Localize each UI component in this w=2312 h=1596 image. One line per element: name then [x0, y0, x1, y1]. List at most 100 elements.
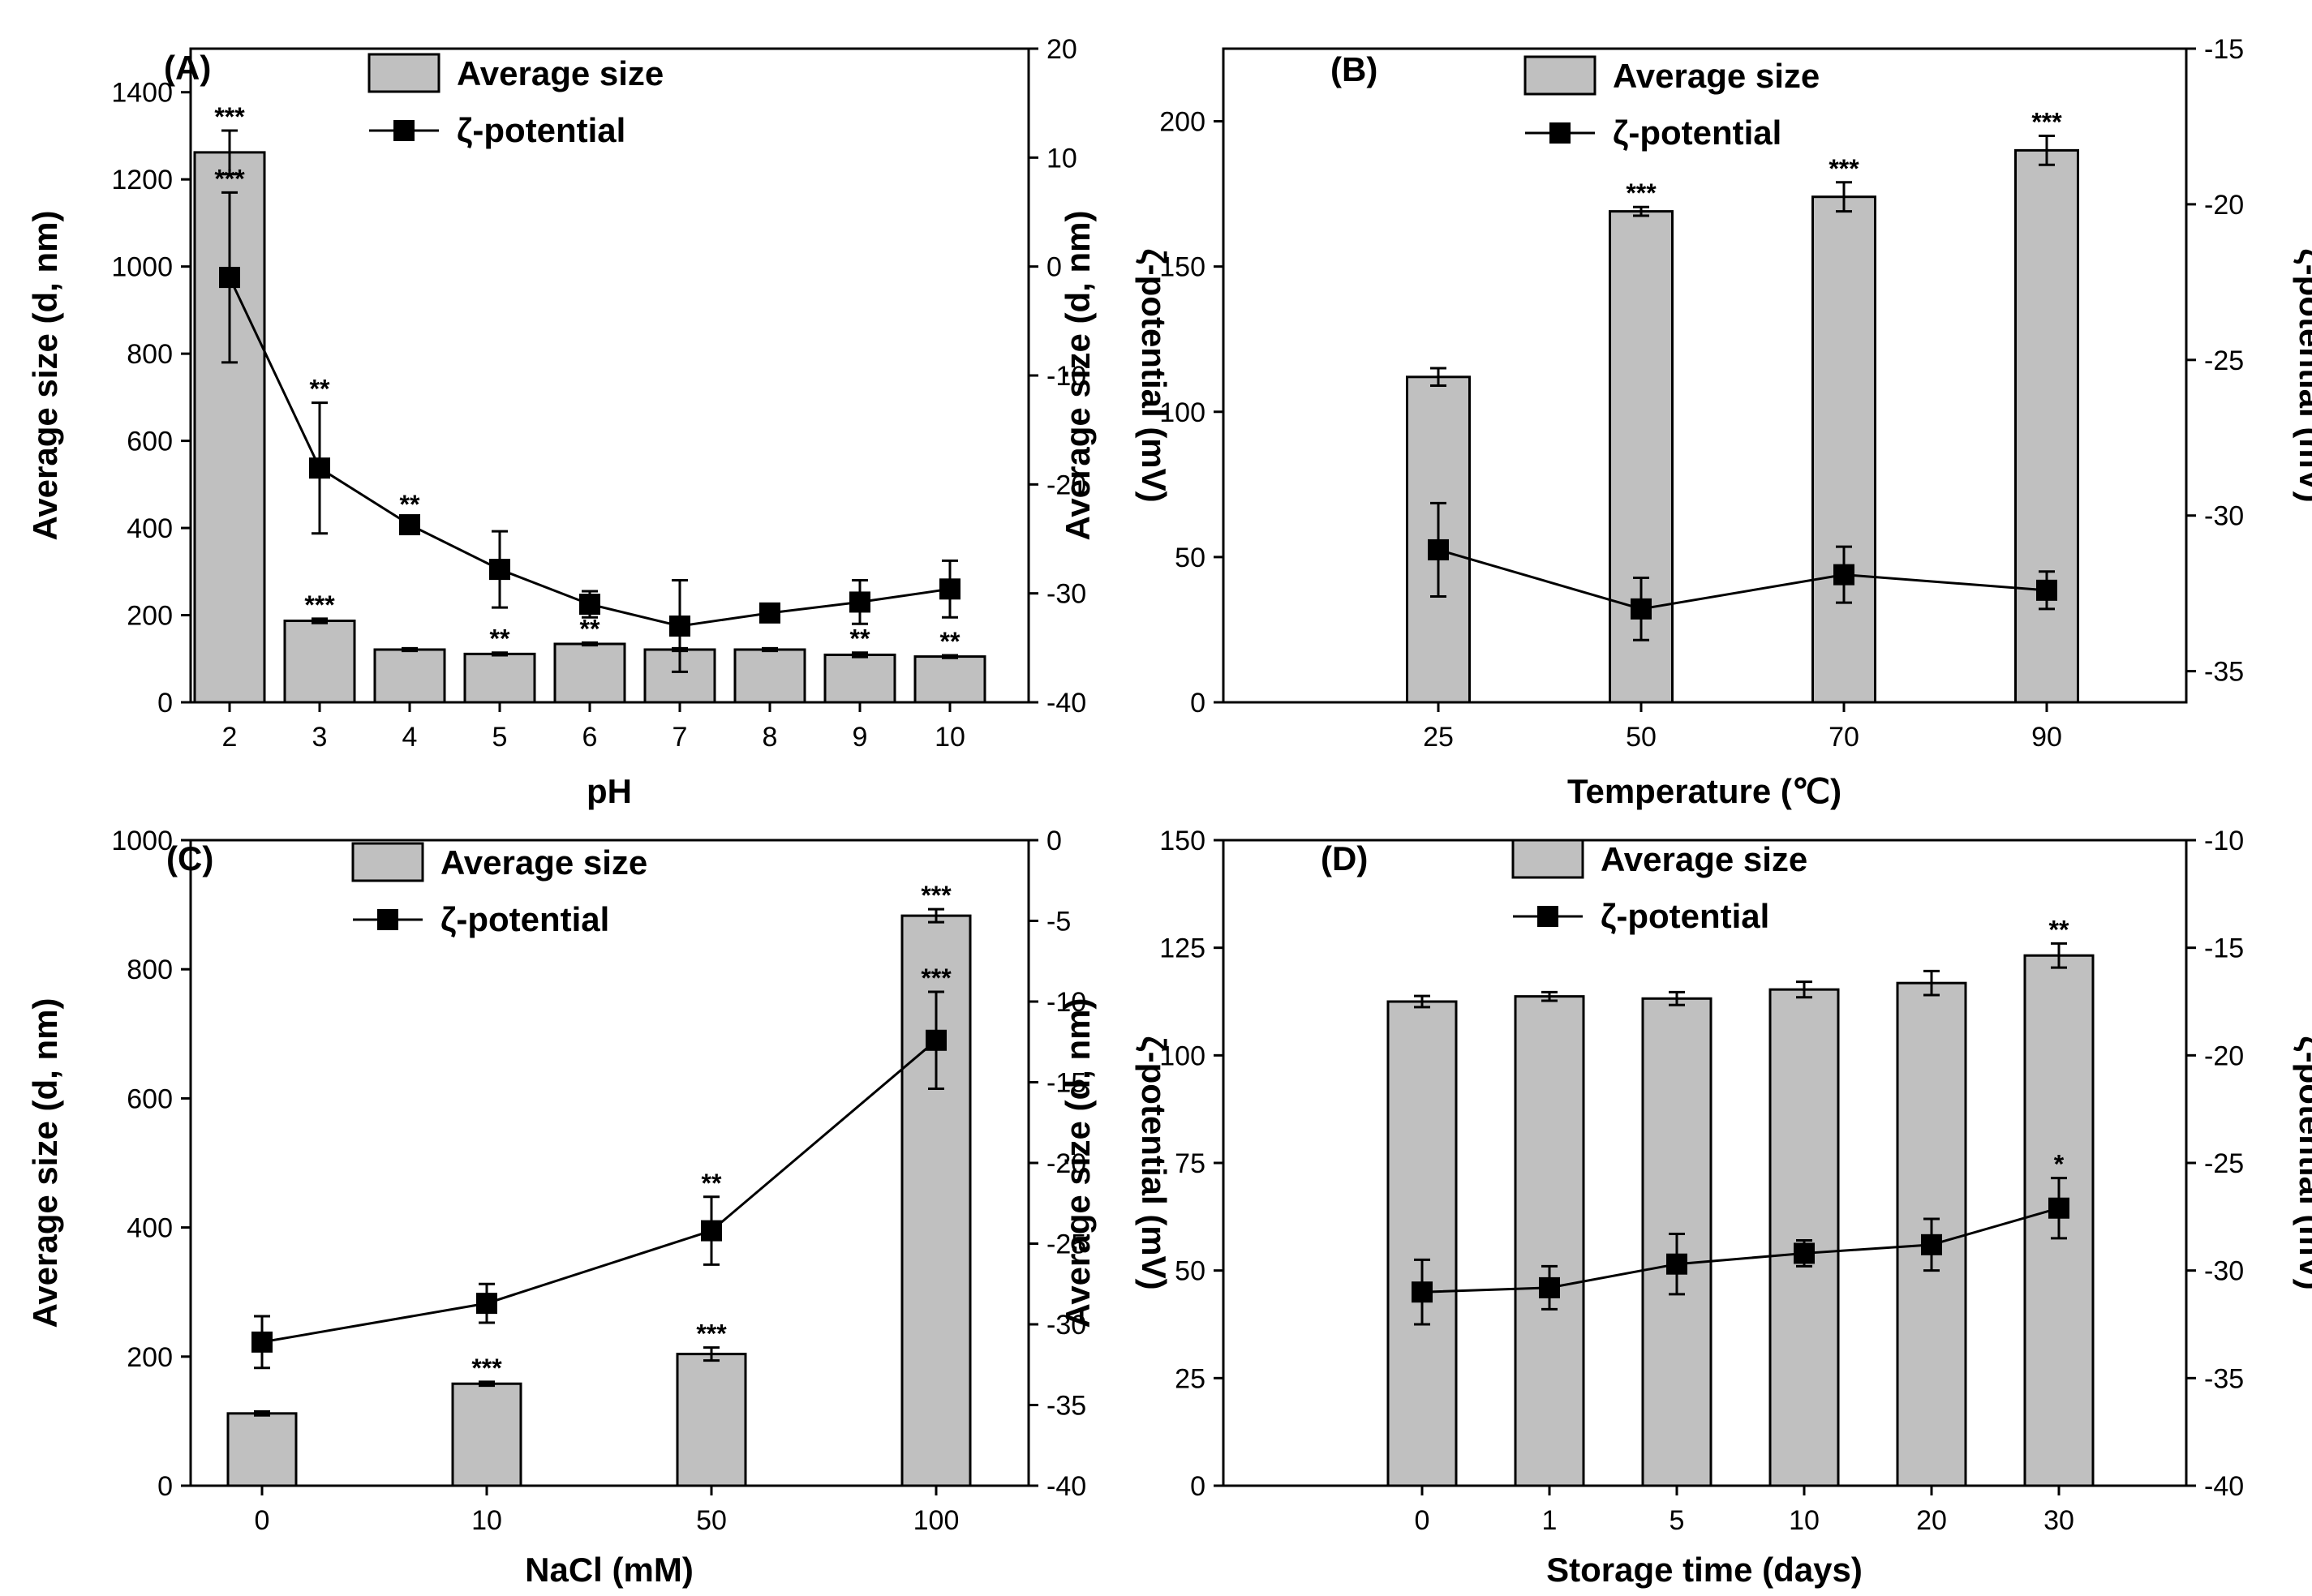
y2-tick-label: -10 [1046, 987, 1086, 1018]
bar-significance-100: *** [921, 881, 952, 910]
y-tick-label: 400 [127, 1213, 173, 1244]
y2-tick-label: -10 [1046, 361, 1086, 392]
y-tick-label: 200 [1159, 107, 1205, 138]
zeta-point-4 [399, 514, 420, 536]
zeta-line [1421, 1207, 2060, 1294]
panel-label: (B) [1330, 50, 1377, 88]
x-axis-label: Temperature (℃) [1567, 772, 1841, 810]
y2-tick-label: 10 [1046, 143, 1077, 174]
x-tick-label: 3 [312, 722, 328, 753]
y2-tick-label: -40 [1046, 1471, 1086, 1502]
x-axis-label: pH [587, 772, 632, 810]
y-tick-label: 125 [1159, 933, 1205, 964]
y-axis-label: Average size (d, nm) [26, 998, 64, 1328]
bar-9 [823, 653, 896, 704]
bar-significance-10: *** [471, 1354, 502, 1383]
zeta-line [228, 277, 951, 628]
y-axis-label: Average size (d, nm) [1059, 211, 1097, 541]
zeta-point-90 [2036, 579, 2057, 601]
bar-error-20 [1923, 969, 1940, 997]
y-tick-label: 200 [127, 1342, 173, 1373]
legend-bar-label: Average size [1613, 57, 1820, 95]
y2-tick-label: -30 [1046, 1310, 1086, 1341]
bar-error-30 [2051, 942, 2067, 969]
bar-error-0 [254, 1409, 270, 1417]
y-tick-label: 800 [127, 955, 173, 985]
y2-tick-label: -40 [1046, 688, 1086, 719]
legend-line-marker [1549, 122, 1571, 144]
legend-line-marker [377, 909, 398, 930]
zeta-significance-2: *** [214, 164, 245, 193]
x-tick-label: 4 [402, 722, 418, 753]
bar-error-1 [1541, 990, 1558, 1002]
bar-significance-9: ** [850, 624, 870, 654]
y2-tick-label: -25 [2204, 345, 2244, 376]
legend-line-label: ζ-potential [457, 111, 625, 149]
y2-tick-label: -30 [1046, 579, 1086, 610]
bar-error-2 [221, 129, 238, 176]
bar-error-4 [402, 646, 418, 653]
bar-10 [1768, 988, 1840, 1487]
zeta-significance-3: ** [310, 375, 330, 404]
bar-significance-70: *** [1829, 154, 1859, 183]
x-tick-label: 25 [1423, 722, 1454, 753]
zeta-point-50 [701, 1220, 722, 1242]
zeta-line [261, 1039, 937, 1344]
legend-line-label: ζ-potential [1601, 897, 1769, 935]
y2-tick-label: -15 [2204, 933, 2244, 964]
x-axis-label: NaCl (mM) [525, 1551, 694, 1589]
y-tick-label: 75 [1175, 1148, 1205, 1179]
panel-c: **************02004006008001000-40-35-30… [26, 826, 1173, 1589]
bar-error-8 [762, 646, 778, 653]
zeta-significance-100: *** [921, 963, 952, 993]
zeta-point-9 [849, 591, 870, 613]
x-tick-label: 50 [1626, 722, 1657, 753]
zeta-point-6 [579, 594, 600, 616]
y-tick-label: 800 [127, 339, 173, 370]
y-tick-label: 0 [1190, 1471, 1205, 1502]
y2-tick-label: -40 [2204, 1471, 2244, 1502]
y2-tick-label: 0 [1046, 826, 1062, 856]
bar-error-10 [942, 654, 958, 659]
zeta-point-30 [2048, 1197, 2069, 1219]
zeta-point-20 [1921, 1233, 1942, 1255]
y2-tick-label: -20 [2204, 190, 2244, 221]
bar-0 [1386, 1000, 1458, 1487]
zeta-point-3 [309, 457, 330, 479]
bar-error-50 [1633, 205, 1649, 217]
zeta-point-0 [1412, 1281, 1433, 1303]
y2-axis-label: ζ-potential (mV) [2293, 1036, 2312, 1289]
zeta-point-10 [476, 1293, 497, 1315]
zeta-point-10 [1794, 1242, 1815, 1264]
y-tick-label: 0 [157, 688, 173, 719]
legend-line-label: ζ-potential [440, 900, 609, 938]
legend-bar-swatch [1511, 839, 1584, 879]
y-tick-label: 50 [1175, 543, 1205, 573]
bar-error-5 [492, 651, 508, 657]
panel-label: (D) [1321, 839, 1368, 877]
bar-error-90 [2039, 134, 2055, 166]
zeta-point-1 [1539, 1276, 1560, 1298]
x-tick-label: 0 [255, 1505, 270, 1536]
y-tick-label: 1400 [111, 78, 173, 109]
legend-line-marker [393, 120, 415, 141]
zeta-point-50 [1631, 598, 1652, 620]
zeta-line [1437, 548, 2048, 611]
bar-10 [451, 1382, 522, 1487]
zeta-point-100 [926, 1029, 947, 1051]
x-tick-label: 70 [1829, 722, 1859, 753]
x-tick-label: 5 [492, 722, 508, 753]
y-tick-label: 200 [127, 601, 173, 632]
zeta-point-7 [669, 615, 690, 637]
panel-label: (C) [166, 839, 213, 877]
y-tick-label: 600 [127, 1083, 173, 1114]
y2-tick-label: -10 [2204, 826, 2244, 856]
y2-tick-label: -35 [2204, 1363, 2244, 1394]
bar-8 [733, 648, 806, 704]
bar-significance-30: ** [2049, 915, 2069, 944]
bar-significance-5: ** [490, 624, 510, 654]
legend-line-label: ζ-potential [1613, 114, 1781, 152]
bar-significance-50: *** [1626, 178, 1657, 208]
panel-d: ***0255075100125150-40-35-30-25-20-15-10… [1059, 826, 2312, 1589]
bar-error-6 [582, 641, 598, 647]
